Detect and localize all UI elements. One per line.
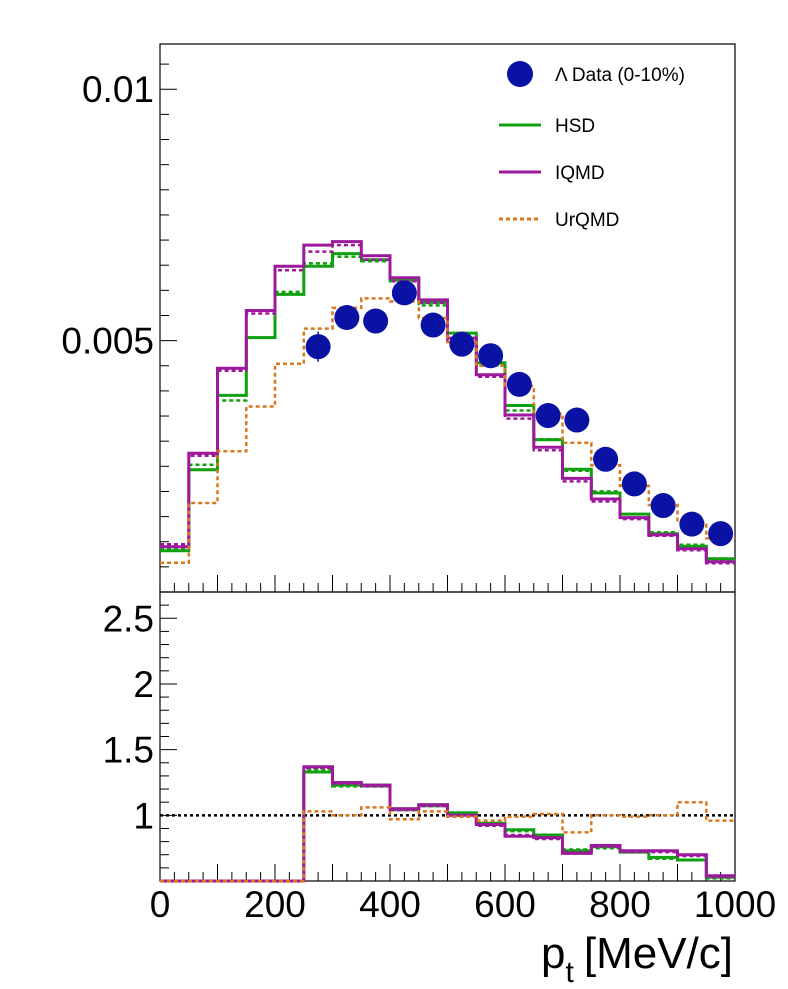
data-point	[420, 312, 446, 338]
x-axis-title-unit: [MeV/c]	[584, 929, 733, 978]
bottom-y-tick-label: 1	[133, 795, 154, 836]
legend-label-hsd: HSD	[555, 116, 595, 137]
x-tick-label: 0	[150, 884, 171, 925]
bottom-y-tick-label: 2.5	[103, 598, 154, 639]
top-panel: 0.005 0.01	[61, 43, 736, 593]
legend-marker-data	[507, 61, 533, 87]
top-y-tick-label: 0.005	[61, 321, 154, 362]
bottom-y-tick-label: 1.5	[103, 730, 154, 771]
top-series-group	[160, 240, 735, 565]
x-axis-title-main: p	[541, 929, 565, 978]
data-point	[535, 403, 561, 429]
x-tick-label: 600	[474, 884, 536, 925]
data-point	[478, 343, 504, 369]
data-point	[334, 304, 360, 330]
top-iqmd-dotted-step	[160, 243, 735, 565]
top-iqmd-step	[160, 240, 735, 564]
x-tick-label: 800	[589, 884, 651, 925]
data-point	[449, 331, 475, 357]
data-point	[305, 334, 331, 360]
x-axis-labels: 0 200 400 600 800 1000	[150, 884, 776, 925]
data-point	[564, 407, 590, 433]
ratio-iqmd-step	[160, 765, 735, 883]
top-y-tick-label: 0.01	[82, 69, 154, 110]
bottom-series-group	[160, 765, 735, 883]
x-axis-title-subscript: t	[566, 956, 575, 989]
x-tick-label: 1000	[694, 884, 776, 925]
data-point	[363, 308, 389, 334]
bottom-y-axis: 1 1.5 2 2.5	[103, 591, 177, 869]
legend-label-iqmd: IQMD	[555, 163, 605, 184]
legend-label-data: Λ Data (0-10%)	[555, 65, 685, 86]
data-point	[391, 280, 417, 306]
data-point	[650, 493, 676, 519]
data-points-group	[305, 280, 734, 547]
data-point	[708, 521, 734, 547]
legend: Λ Data (0-10%) HSD IQMD UrQMD	[499, 61, 685, 231]
bottom-panel: 1 1.5 2 2.5	[103, 591, 736, 883]
data-point	[679, 511, 705, 537]
bottom-y-tick-label: 2	[133, 664, 154, 705]
bottom-x-ticks	[173, 864, 722, 881]
bottom-plot-frame	[159, 591, 736, 882]
x-axis-title: pt [MeV/c]	[541, 929, 733, 989]
x-tick-label: 400	[359, 884, 421, 925]
data-point	[621, 471, 647, 497]
top-x-ticks	[173, 575, 722, 592]
x-tick-label: 200	[244, 884, 306, 925]
top-y-axis: 0.005 0.01	[61, 63, 177, 568]
data-point	[506, 371, 532, 397]
data-point	[593, 446, 619, 472]
legend-label-urqmd: UrQMD	[555, 210, 619, 231]
